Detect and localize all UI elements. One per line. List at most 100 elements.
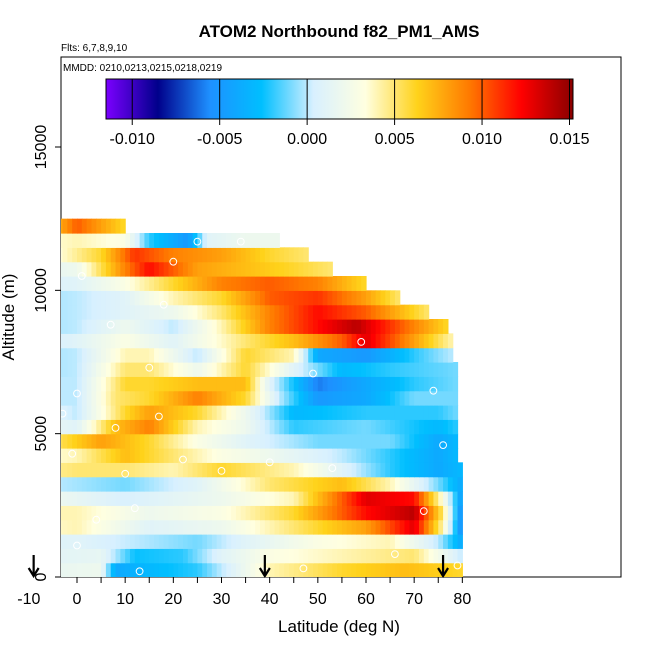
heatmap-cell <box>380 448 386 463</box>
heatmap-cell <box>423 390 430 406</box>
heatmap-cell <box>346 347 353 363</box>
heatmap-cell <box>5 376 10 391</box>
heatmap-cell <box>341 433 348 449</box>
heatmap-cell <box>380 319 386 334</box>
heatmap-cell <box>293 333 300 349</box>
heatmap-cell <box>202 505 208 521</box>
heatmap-cell <box>168 419 174 435</box>
heatmap-cell <box>409 548 415 564</box>
heatmap-cell <box>5 448 10 463</box>
heatmap-cell <box>14 391 19 406</box>
heatmap-cell <box>390 476 396 492</box>
heatmap-cell <box>221 290 227 306</box>
heatmap-cell <box>303 390 309 406</box>
sample-point <box>179 455 187 464</box>
heatmap-cell <box>356 505 362 521</box>
heatmap-cell <box>216 276 223 291</box>
heatmap-cell <box>24 376 29 391</box>
heatmap-cell <box>197 433 203 449</box>
heatmap-cell <box>293 319 300 334</box>
heatmap-cell <box>380 505 386 521</box>
heatmap-cell <box>163 505 170 521</box>
heatmap-cell <box>14 405 19 420</box>
heatmap-cell <box>182 405 189 420</box>
heatmap-cell <box>264 247 271 263</box>
heatmap-cell <box>72 548 78 564</box>
heatmap-cell <box>163 362 170 377</box>
heatmap-cell <box>269 462 276 478</box>
heatmap-cell <box>67 476 73 492</box>
heatmap-cell <box>120 276 126 291</box>
heatmap-cell <box>418 505 425 521</box>
heatmap-cell <box>279 376 285 392</box>
heatmap-cell <box>235 290 242 306</box>
heatmap-cell <box>81 405 88 420</box>
heatmap-cell <box>255 362 261 377</box>
heatmap-cell <box>202 405 208 420</box>
heatmap-cell <box>279 448 285 463</box>
heatmap-cell <box>158 376 165 392</box>
heatmap-cell <box>173 462 179 478</box>
heatmap-cell <box>53 534 58 549</box>
heatmap-cell <box>144 233 150 248</box>
heatmap-cell <box>356 319 362 334</box>
heatmap-cell <box>428 505 435 521</box>
heatmap-cell <box>173 261 179 277</box>
heatmap-cell <box>81 261 88 277</box>
heatmap-cell <box>144 290 150 306</box>
heatmap-cell <box>337 276 343 291</box>
heatmap-cell <box>86 304 93 320</box>
heatmap-cell <box>337 290 343 306</box>
heatmap-cell <box>303 376 309 392</box>
heatmap-cell <box>120 390 126 406</box>
heatmap-cell <box>226 433 232 449</box>
heatmap-cell <box>346 376 353 392</box>
heatmap-cell <box>337 476 343 492</box>
heatmap-cell <box>226 290 232 306</box>
heatmap-cell <box>53 219 58 234</box>
heatmap-cell <box>414 405 420 420</box>
heatmap-cell <box>168 519 174 535</box>
heatmap-cell <box>163 233 170 248</box>
heatmap-cell <box>34 333 39 348</box>
heatmap-cell <box>149 562 155 577</box>
heatmap-cell <box>269 319 276 334</box>
heatmap-cell <box>34 362 39 377</box>
heatmap-cell <box>298 462 304 478</box>
heatmap-cell <box>255 405 261 420</box>
heatmap-cell <box>207 476 213 492</box>
heatmap-cell <box>404 376 410 392</box>
heatmap-cell <box>110 519 117 535</box>
heatmap-cell <box>81 448 88 463</box>
heatmap-cell <box>279 419 285 435</box>
heatmap-cell <box>207 405 213 420</box>
heatmap-cell <box>115 304 121 320</box>
heatmap-cell <box>149 476 155 492</box>
heatmap-cell <box>67 491 73 506</box>
heatmap-cell <box>264 433 271 449</box>
heatmap-cell <box>293 290 300 306</box>
heatmap-cell <box>433 519 439 535</box>
heatmap-cell <box>452 390 459 406</box>
heatmap-cell <box>361 376 367 392</box>
sample-point <box>357 338 366 346</box>
heatmap-cell <box>433 548 439 564</box>
heatmap-cell <box>61 319 64 334</box>
heatmap-cell <box>139 390 146 406</box>
heatmap-cell <box>125 362 131 377</box>
heatmap-cell <box>86 233 93 248</box>
heatmap-cell <box>346 491 353 506</box>
heatmap-cell <box>38 520 43 535</box>
heatmap-cell <box>115 233 121 248</box>
heatmap-cell <box>14 362 19 377</box>
heatmap-cell <box>134 333 141 349</box>
heatmap-cell <box>428 433 435 449</box>
heatmap-cell <box>154 347 160 363</box>
heatmap-cell <box>399 476 406 492</box>
heatmap-cell <box>62 562 68 577</box>
sample-point <box>328 464 337 473</box>
sample-point <box>92 515 101 524</box>
heatmap-cell <box>96 433 102 449</box>
heatmap-cell <box>38 333 43 348</box>
heatmap-cell <box>72 519 78 535</box>
